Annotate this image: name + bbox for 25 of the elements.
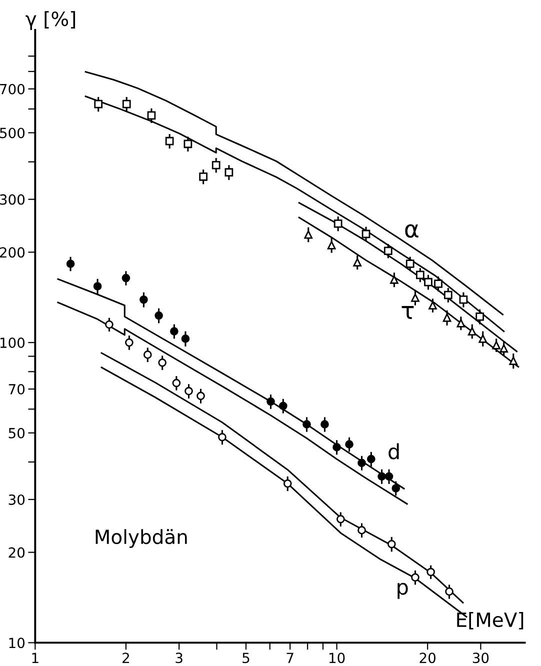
y-tick-label: 30 [8, 494, 25, 505]
x-tick-label: 5 [242, 652, 250, 664]
y-tick-label: 100 [0, 338, 25, 348]
y-tick-label: 200 [0, 247, 25, 258]
y-tick-label: 500 [0, 128, 25, 138]
annotation: d [388, 443, 399, 460]
y-tick-label: 300 [0, 194, 25, 205]
x-tick-label: 7 [286, 652, 294, 663]
y-tick-label: 20 [8, 547, 25, 558]
y-tick-label: 70 [8, 384, 25, 395]
annotation: α [405, 224, 418, 238]
y-tick-label: 700 [0, 84, 25, 94]
x-tick-label: 30 [472, 652, 489, 664]
x-tick-label: 10 [329, 652, 345, 664]
x-tick-label: 1 [32, 652, 38, 663]
x-axis-title: E[MeV] [457, 612, 524, 630]
y-axis-title: γ [%] [26, 11, 76, 30]
x-tick-label: 20 [420, 652, 436, 664]
y-tick-label: 50 [8, 428, 25, 438]
x-tick-label: 3 [176, 652, 182, 664]
annotation: τ [402, 306, 414, 319]
y-tick-label: 10 [9, 638, 25, 648]
annotation: p [398, 582, 408, 599]
x-tick-label: 2 [122, 652, 129, 663]
annotation: Molybdän [96, 529, 187, 548]
